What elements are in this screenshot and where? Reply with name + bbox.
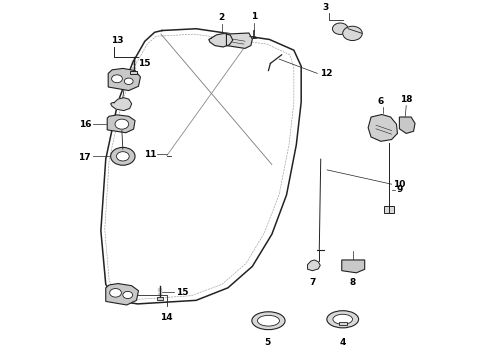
Text: 13: 13 xyxy=(111,36,123,45)
Circle shape xyxy=(123,291,133,298)
Ellipse shape xyxy=(252,312,285,330)
Text: 1: 1 xyxy=(251,12,257,21)
Circle shape xyxy=(332,23,348,35)
Polygon shape xyxy=(209,33,233,47)
Text: 3: 3 xyxy=(322,3,329,12)
Circle shape xyxy=(110,289,122,297)
Text: 4: 4 xyxy=(340,338,346,347)
Text: 12: 12 xyxy=(320,69,332,78)
Text: 10: 10 xyxy=(392,180,405,189)
Circle shape xyxy=(117,152,129,161)
Text: 17: 17 xyxy=(78,153,91,162)
Text: 9: 9 xyxy=(396,185,403,194)
Text: 18: 18 xyxy=(400,95,413,104)
Circle shape xyxy=(124,78,133,85)
Bar xyxy=(130,71,137,74)
Circle shape xyxy=(112,75,122,83)
Polygon shape xyxy=(108,68,141,91)
FancyBboxPatch shape xyxy=(384,206,394,213)
Text: 15: 15 xyxy=(175,288,188,297)
Text: 6: 6 xyxy=(378,96,384,105)
Polygon shape xyxy=(101,29,301,304)
Polygon shape xyxy=(226,33,252,48)
Text: 15: 15 xyxy=(139,59,151,68)
Bar xyxy=(157,297,163,300)
Ellipse shape xyxy=(333,314,352,324)
Text: 5: 5 xyxy=(264,338,270,347)
Bar xyxy=(339,322,346,325)
Text: 11: 11 xyxy=(144,150,156,159)
Text: 2: 2 xyxy=(219,13,225,22)
Ellipse shape xyxy=(257,315,279,326)
Circle shape xyxy=(343,26,362,41)
Polygon shape xyxy=(111,98,132,111)
Text: 7: 7 xyxy=(309,278,316,287)
Polygon shape xyxy=(399,117,415,134)
Text: 14: 14 xyxy=(160,313,172,322)
Polygon shape xyxy=(368,114,397,141)
Text: 8: 8 xyxy=(349,278,356,287)
Ellipse shape xyxy=(327,311,359,328)
Circle shape xyxy=(115,119,129,129)
Text: 16: 16 xyxy=(78,120,91,129)
Polygon shape xyxy=(107,115,135,133)
Circle shape xyxy=(111,147,135,165)
Polygon shape xyxy=(308,260,320,271)
Polygon shape xyxy=(106,284,139,305)
Polygon shape xyxy=(342,260,365,273)
